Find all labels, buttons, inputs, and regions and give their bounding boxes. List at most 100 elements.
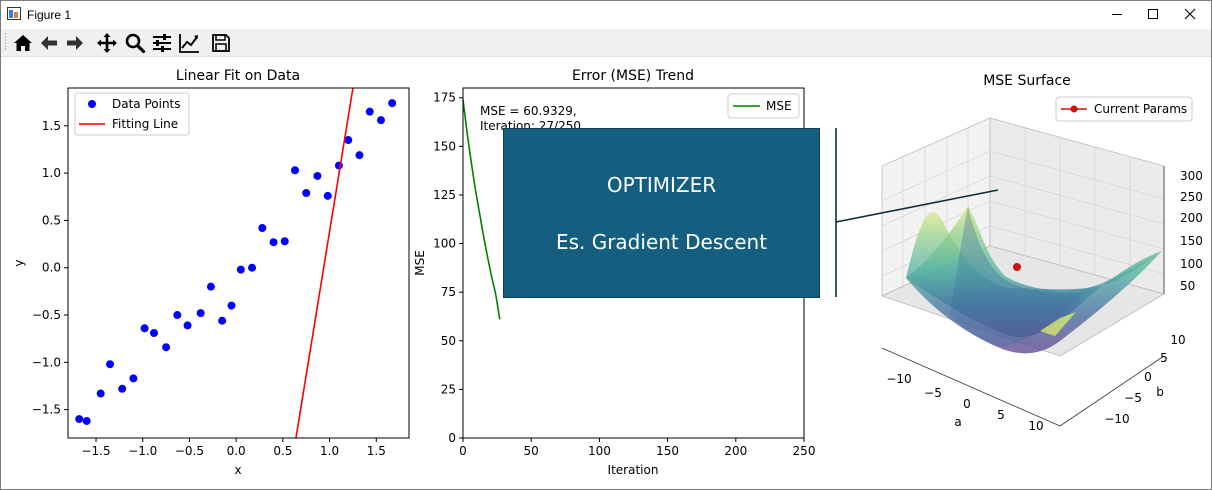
chart1-ytick-label: −0.5	[32, 308, 61, 322]
chart2-legend: MSE	[727, 93, 800, 119]
surface-ztick-label: 100	[1180, 257, 1203, 271]
data-point	[376, 116, 385, 125]
data-point	[388, 99, 397, 108]
data-point	[129, 374, 138, 383]
maximize-icon	[1148, 9, 1158, 19]
chart2-ytick-label: 75	[441, 285, 456, 299]
navigation-toolbar	[1, 29, 1211, 57]
home-button[interactable]	[12, 32, 34, 54]
forward-button[interactable]	[64, 32, 86, 54]
surface-ztick-label: 250	[1180, 190, 1203, 204]
data-point	[149, 329, 158, 337]
legend-label-data-points: Data Points	[112, 97, 181, 111]
data-point	[227, 301, 236, 310]
legend-marker-data-points	[88, 100, 96, 108]
back-arrow-icon	[41, 36, 57, 50]
chart2-annotation-mse: MSE = 60.9329,	[480, 104, 577, 118]
matplotlib-app-icon	[7, 7, 21, 20]
save-button[interactable]	[210, 32, 232, 54]
surface-bowl	[906, 206, 1162, 354]
configure-subplots-icon	[153, 34, 171, 52]
data-point	[75, 415, 84, 424]
data-point	[269, 238, 278, 247]
chart2-ytick-label: 0	[448, 431, 456, 445]
surface-atick-label: 5	[997, 408, 1005, 422]
data-point	[196, 309, 205, 318]
chart1-ytick-label: −1.5	[32, 403, 61, 417]
chart1-ylabel: y	[12, 259, 26, 266]
figure-canvas: Linear Fit on Data −1.5 −1.0 −0.5 0.0 0.5 1.0…	[12, 68, 1203, 477]
save-icon	[212, 34, 230, 52]
data-point	[140, 324, 149, 333]
zoom-button[interactable]	[124, 32, 146, 54]
chart2-xtick-label: 0	[459, 444, 467, 458]
home-icon	[14, 35, 32, 51]
title-bar: Figure 1	[1, 1, 1211, 28]
legend-label-current-params: Current Params	[1094, 102, 1187, 116]
maximize-button[interactable]	[1135, 1, 1171, 28]
surface-a-ticks: −10 −5 0 5 10	[886, 372, 1043, 433]
data-point	[344, 136, 353, 145]
data-point	[162, 343, 171, 352]
pan-button[interactable]	[96, 32, 118, 54]
data-point	[334, 161, 343, 170]
chart1-frame	[67, 87, 410, 439]
surface-btick-label: 5	[1160, 351, 1168, 365]
data-point	[218, 316, 227, 325]
close-button[interactable]	[1171, 1, 1207, 28]
edit-axis-button[interactable]	[178, 32, 200, 54]
surface-atick-label: 0	[963, 397, 971, 411]
data-point	[82, 416, 91, 425]
forward-arrow-icon	[67, 36, 83, 50]
minimize-button[interactable]	[1099, 1, 1135, 28]
configure-subplots-button[interactable]	[151, 32, 173, 54]
data-point	[236, 265, 245, 274]
surface-ztick-label: 150	[1180, 234, 1203, 248]
chart2-xtick-label: 150	[656, 444, 679, 458]
chart2-ytick-label: 25	[441, 382, 456, 396]
chart2-ytick-label: 50	[441, 334, 456, 348]
chart3-xlabel: a	[954, 415, 961, 429]
surface-btick-label: 10	[1170, 333, 1185, 347]
legend-marker-current-params	[1070, 105, 1078, 113]
chart2-ytick-label: 125	[433, 188, 456, 202]
callout-pointer-line	[835, 189, 999, 223]
chart1-xtick-label: 1.5	[367, 444, 386, 458]
surface-btick-label: −5	[1124, 391, 1142, 405]
chart1-ytick-label: −1.0	[32, 355, 61, 369]
chart1-ytick-label: 0.5	[42, 213, 61, 227]
data-point	[248, 263, 257, 272]
data-point	[313, 171, 322, 180]
surface-ztick-label: 200	[1180, 211, 1203, 225]
chart2-xtick-label: 50	[524, 444, 539, 458]
edit-axis-icon	[179, 34, 199, 53]
linear-fit-axes: Linear Fit on Data −1.5 −1.0 −0.5 0.0 0.5 1.0…	[12, 68, 410, 477]
chart1-xtick-label: 1.0	[320, 444, 339, 458]
data-point	[96, 389, 105, 398]
surface-atick-label: −5	[924, 386, 942, 400]
surface-ztick-label: 300	[1180, 169, 1203, 183]
chart1-xtick-label: −1.5	[81, 444, 110, 458]
window-title: Figure 1	[27, 8, 72, 22]
chart1-ytick-label: 1.0	[42, 166, 61, 180]
back-button[interactable]	[38, 32, 60, 54]
chart2-xtick-label: 200	[724, 444, 747, 458]
chart1-xtick-label: 0.5	[273, 444, 292, 458]
chart2-ytick-label: 175	[433, 91, 456, 105]
chart1-xtick-label: −1.0	[128, 444, 157, 458]
data-point	[118, 384, 127, 393]
data-point	[106, 360, 115, 369]
chart3-legend: Current Params	[1055, 96, 1193, 122]
data-point	[280, 237, 289, 246]
data-point	[291, 166, 300, 175]
chart1-xtick-label: 0.0	[227, 444, 246, 458]
chart2-ytick-label: 100	[433, 237, 456, 251]
optimizer-callout: OPTIMIZER Es. Gradient Descent	[503, 128, 820, 298]
mse-series-line	[462, 99, 501, 320]
chart1-ytick-label: 1.5	[42, 119, 61, 133]
chart3-ylabel: b	[1156, 385, 1164, 399]
surface-btick-label: −10	[1104, 412, 1129, 426]
toolbar-grip	[4, 33, 7, 50]
